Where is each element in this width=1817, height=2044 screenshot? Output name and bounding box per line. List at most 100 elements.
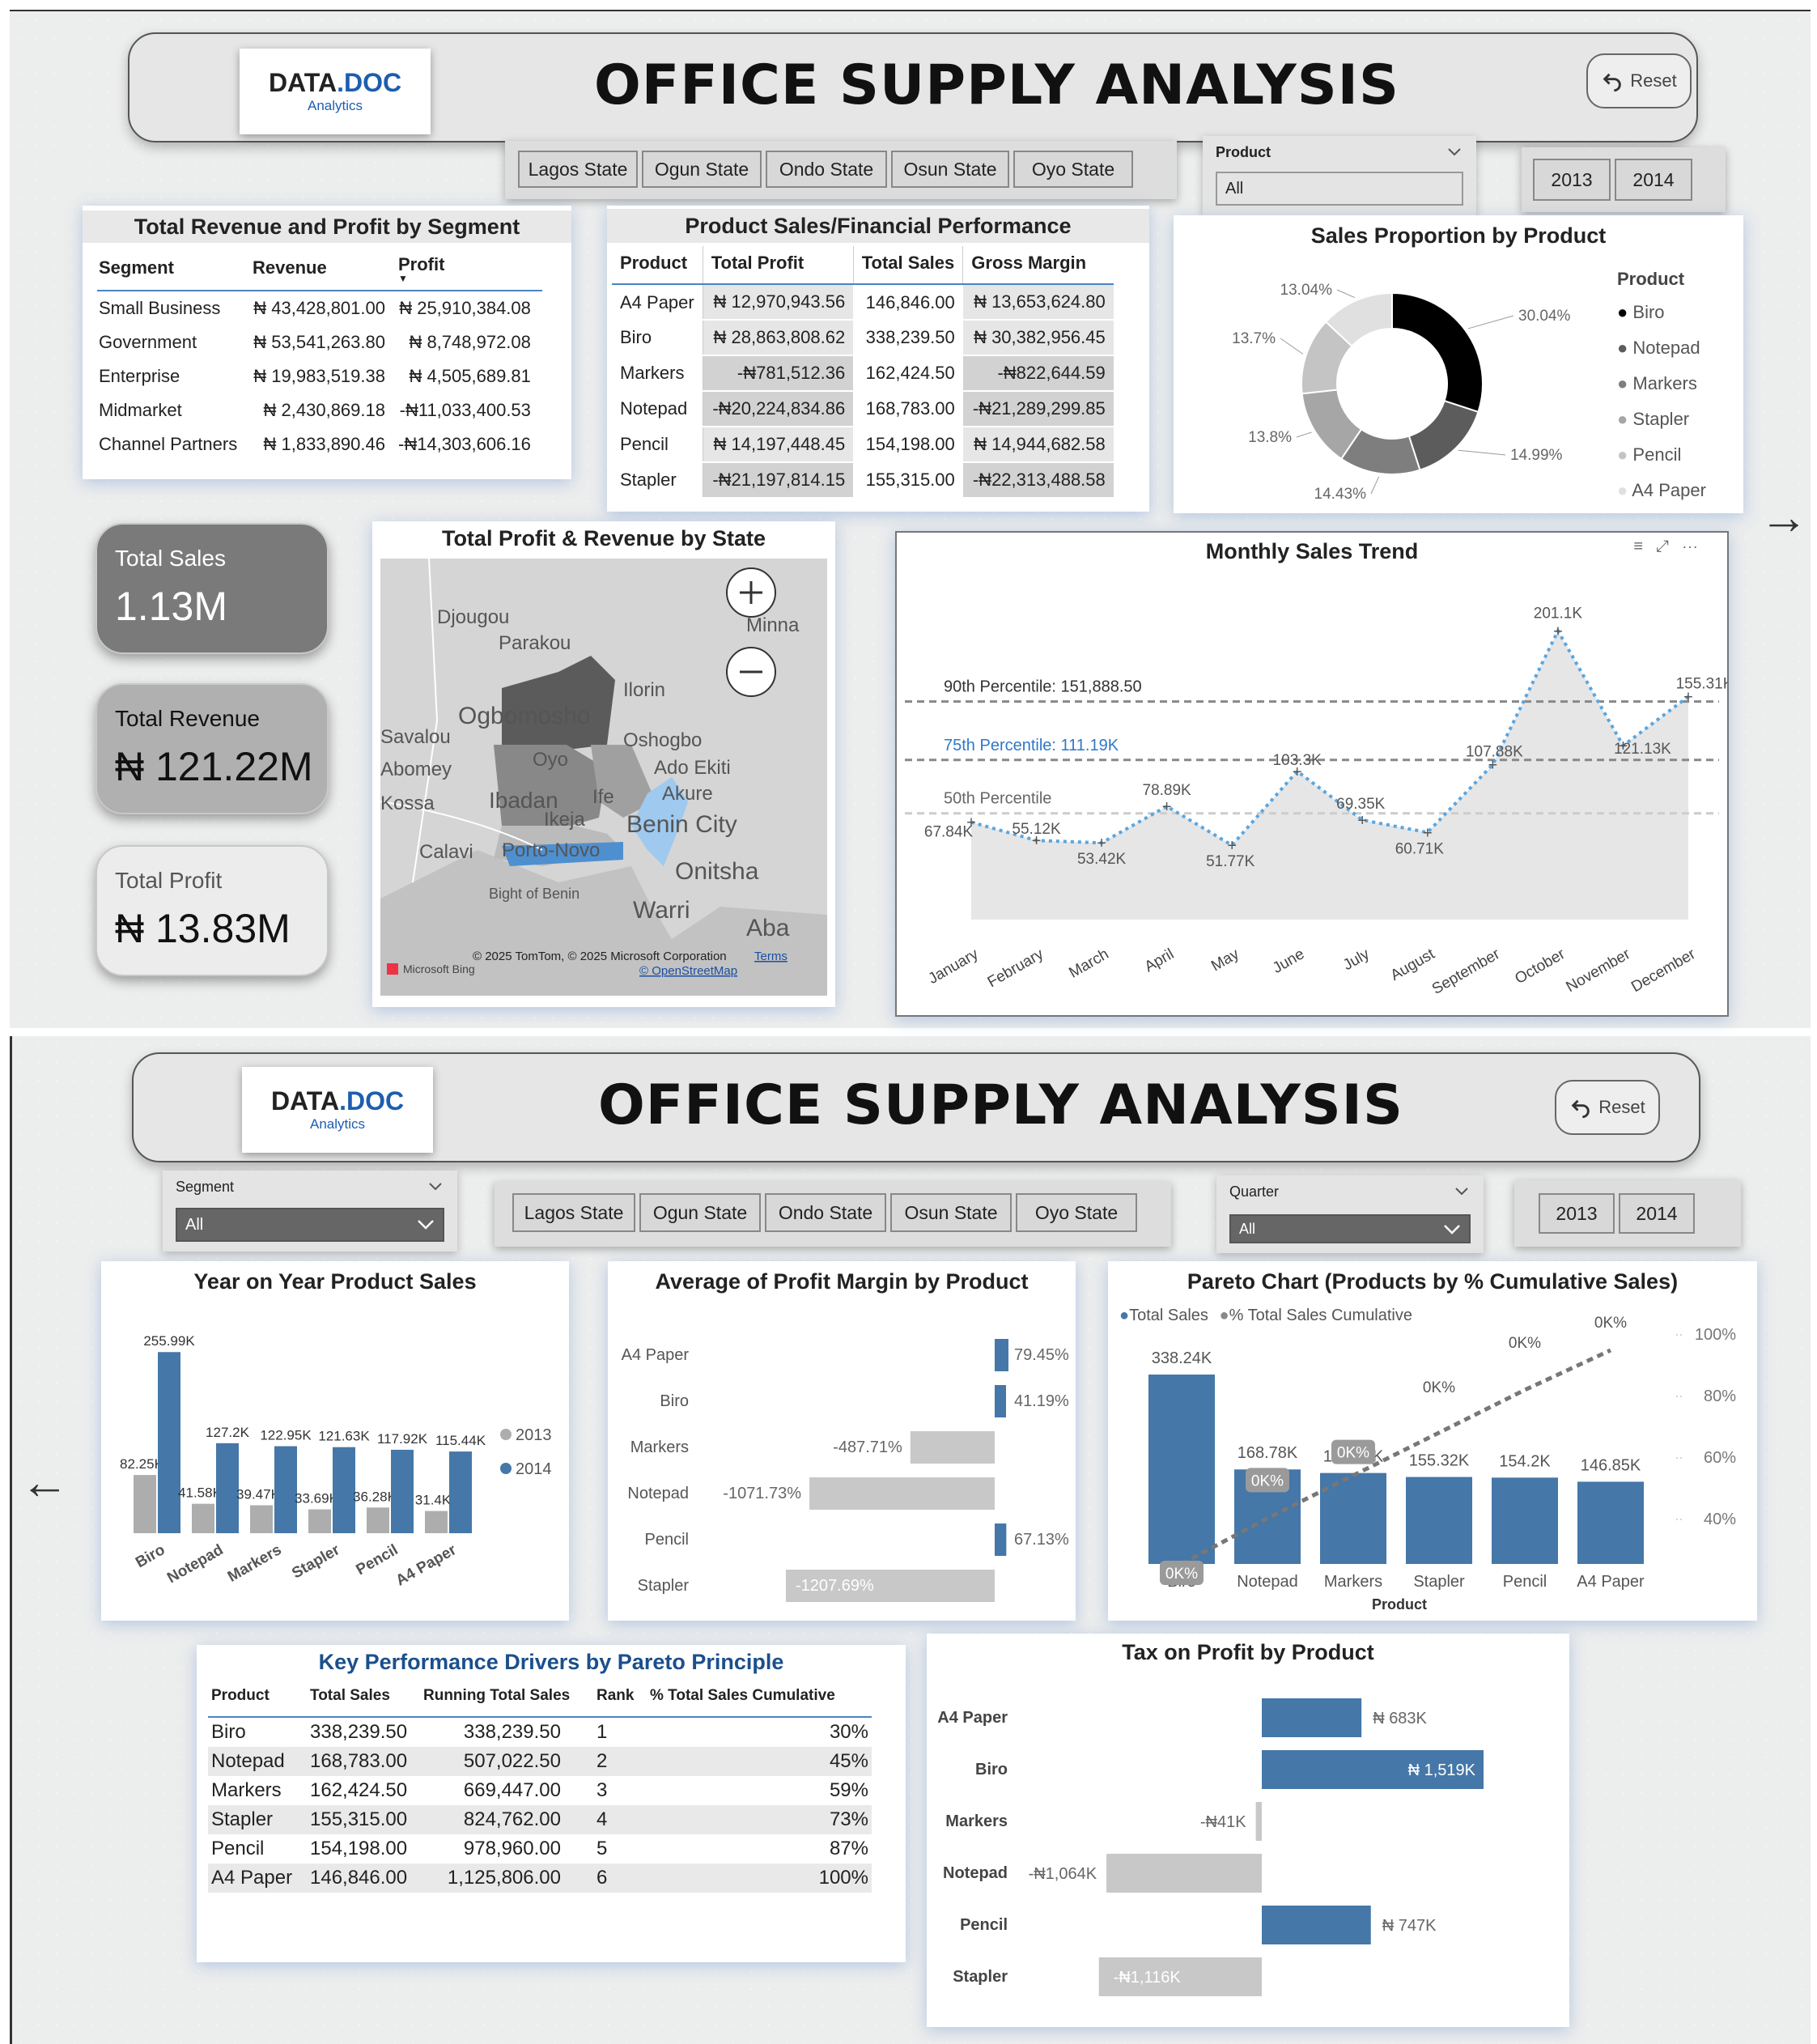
yoy-bar-2014[interactable] [216,1443,239,1533]
table-row[interactable]: Stapler 155,315.00 824,762.00 4 73% [208,1805,872,1834]
yoy-bar-2014[interactable] [158,1352,180,1533]
legend-item[interactable]: ● Notepad [1617,330,1706,366]
focus-mode-icon[interactable]: ⤢ [1656,538,1682,555]
trend-point[interactable]: + [1293,763,1302,781]
map-view[interactable]: Djougou Parakou Ilorin Ogbomosho Oshogbo… [380,559,827,996]
legend-item[interactable]: ● Pencil [1617,437,1706,473]
margin-chart[interactable]: A4 Paper 79.45% Biro 41.19% Markers -487.71% N… [608,1261,1076,1621]
column-header[interactable]: % Total Sales Cumulative [650,1687,835,1704]
slicer-osun[interactable]: Osun State [890,1193,1012,1232]
pareto-bar[interactable] [1148,1375,1215,1564]
table-row[interactable]: Notepad 168,783.00 507,022.50 2 45% [208,1747,872,1776]
reset-button[interactable]: Reset [1555,1080,1660,1135]
table-row[interactable]: Small Business ₦ 43,428,801.00 ₦ 25,910,38… [97,291,542,325]
table-row[interactable]: Markers 162,424.50 669,447.00 3 59% [208,1776,872,1805]
trend-point[interactable]: + [1032,832,1042,850]
slicer-oyo[interactable]: Oyo State [1013,151,1133,188]
column-header[interactable]: Total Sales [852,246,963,284]
pareto-bar[interactable] [1577,1481,1644,1564]
tax-bar[interactable] [1262,1750,1484,1789]
yoy-chart[interactable]: 82.25K 255.99K Biro 41.58K 127.2K Notepad 39.4… [101,1261,569,1621]
legend-item[interactable]: ● Biro [1617,295,1706,330]
donut-slice-notepad[interactable] [1407,399,1479,471]
column-header[interactable]: Profit ▼ [397,249,542,291]
slicer-oyo[interactable]: Oyo State [1016,1193,1137,1232]
margin-bar[interactable] [995,1339,1008,1371]
table-row[interactable]: Midmarket ₦ 2,430,869.18 -₦11,033,400.53 [97,393,542,427]
tax-bar[interactable] [1106,1854,1262,1893]
trend-point[interactable]: + [1227,837,1237,855]
slicer-lagos[interactable]: Lagos State [518,151,638,188]
column-header[interactable]: Running Total Sales [423,1687,571,1704]
yoy-bar-2014[interactable] [391,1449,414,1533]
more-options-icon[interactable]: ⋯ [1682,538,1711,555]
table-row[interactable]: A4 Paper 146,846.00 1,125,806.00 6 100% [208,1863,872,1893]
column-header[interactable]: Total Sales [310,1687,390,1704]
filter-icon[interactable]: ≡ [1633,538,1656,555]
yoy-bar-2013[interactable] [425,1511,448,1533]
table-row[interactable]: Pencil 154,198.00 978,960.00 5 87% [208,1834,872,1863]
slicer-2014[interactable]: 2014 [1619,1193,1695,1234]
legend-item[interactable]: ● Markers [1617,366,1706,402]
tax-bar[interactable] [1255,1802,1262,1841]
next-page-arrow-icon[interactable]: → [1760,490,1808,544]
margin-bar[interactable] [995,1385,1006,1417]
pareto-chart[interactable]: 40%60%80%100%338.24KBiro168.78KNotepad16… [1108,1261,1757,1621]
product-filter-value[interactable]: All [1216,172,1463,206]
tax-bar[interactable] [1262,1906,1371,1944]
slicer-2014[interactable]: 2014 [1615,159,1692,201]
yoy-bar-2014[interactable] [274,1446,297,1533]
quarter-filter[interactable]: Quarter All [1216,1175,1484,1253]
trend-point[interactable]: + [1683,688,1693,706]
slicer-ondo[interactable]: Ondo State [765,1193,886,1232]
donut-slice-biro[interactable] [1391,291,1484,414]
margin-bar[interactable] [786,1570,995,1602]
trend-point[interactable]: + [1488,757,1498,775]
column-header[interactable]: Segment [99,257,174,278]
column-header[interactable]: Gross Margin [962,246,1114,284]
yoy-bar-2013[interactable] [250,1505,273,1533]
slicer-ogun[interactable]: Ogun State [642,151,762,188]
column-header[interactable]: Product [211,1687,270,1704]
product-filter[interactable]: Product All [1203,136,1476,215]
table-row[interactable]: Government ₦ 53,541,263.80 ₦ 8,748,972.08 [97,325,542,359]
slicer-osun[interactable]: Osun State [891,151,1009,188]
trend-point[interactable]: + [1357,812,1367,830]
yoy-bar-2013[interactable] [367,1507,389,1533]
previous-page-arrow-icon[interactable]: ← [20,1455,69,1509]
yoy-bar-2014[interactable] [333,1447,355,1533]
column-header[interactable]: Total Profit [702,246,854,284]
reset-button[interactable]: Reset [1586,53,1692,108]
donut-chart[interactable]: 30.04% 14.99% 14.43% 13.8% 13.7% 13.04% [1174,215,1743,513]
table-row[interactable]: Biro ₦ 28,863,808.62 338,239.50 ₦ 30,382,95… [612,320,1114,356]
margin-bar[interactable] [910,1431,995,1464]
tax-chart[interactable]: A4 Paper ₦ 683K Biro ₦ 1,519K Markers -₦41K No… [927,1634,1569,2027]
slicer-2013[interactable]: 2013 [1533,159,1611,201]
trend-point[interactable]: + [1553,623,1563,640]
yoy-bar-2013[interactable] [134,1475,156,1533]
table-row[interactable]: Stapler -₦21,197,814.15 155,315.00 -₦22,313… [612,462,1114,499]
tax-bar[interactable] [1098,1957,1262,1996]
column-header[interactable]: Revenue [253,257,327,278]
legend-item[interactable]: ● A4 Paper [1617,473,1706,508]
margin-bar[interactable] [809,1477,995,1510]
trend-point[interactable]: + [1162,798,1172,816]
table-row[interactable]: Biro 338,239.50 338,239.50 1 30% [208,1717,872,1747]
yoy-bar-2013[interactable] [192,1503,214,1533]
trend-point[interactable]: + [1097,835,1106,852]
yoy-bar-2013[interactable] [308,1509,331,1533]
legend-item[interactable]: ● Stapler [1617,402,1706,437]
slicer-ondo[interactable]: Ondo State [766,151,887,188]
table-row[interactable]: Pencil ₦ 14,197,448.45 154,198.00 ₦ 14,944,… [612,427,1114,463]
segment-filter[interactable]: Segment All [163,1171,457,1251]
table-row[interactable]: Enterprise ₦ 19,983,519.38 ₦ 4,505,689.81 [97,359,542,393]
pareto-bar[interactable] [1406,1477,1472,1564]
table-row[interactable]: Channel Partners ₦ 1,833,890.46 -₦14,303,6… [97,427,542,461]
column-header[interactable]: Product [620,253,688,273]
trend-chart[interactable]: 90th Percentile: 151,888.50 75th Percenti… [897,533,1727,1015]
slicer-ogun[interactable]: Ogun State [639,1193,761,1232]
table-row[interactable]: Markers -₦781,512.36 162,424.50 -₦822,644.5… [612,355,1114,392]
slicer-2013[interactable]: 2013 [1539,1193,1615,1234]
table-row[interactable]: A4 Paper ₦ 12,970,943.56 146,846.00 ₦ 13,65… [612,284,1114,321]
trend-point[interactable]: + [966,814,976,832]
